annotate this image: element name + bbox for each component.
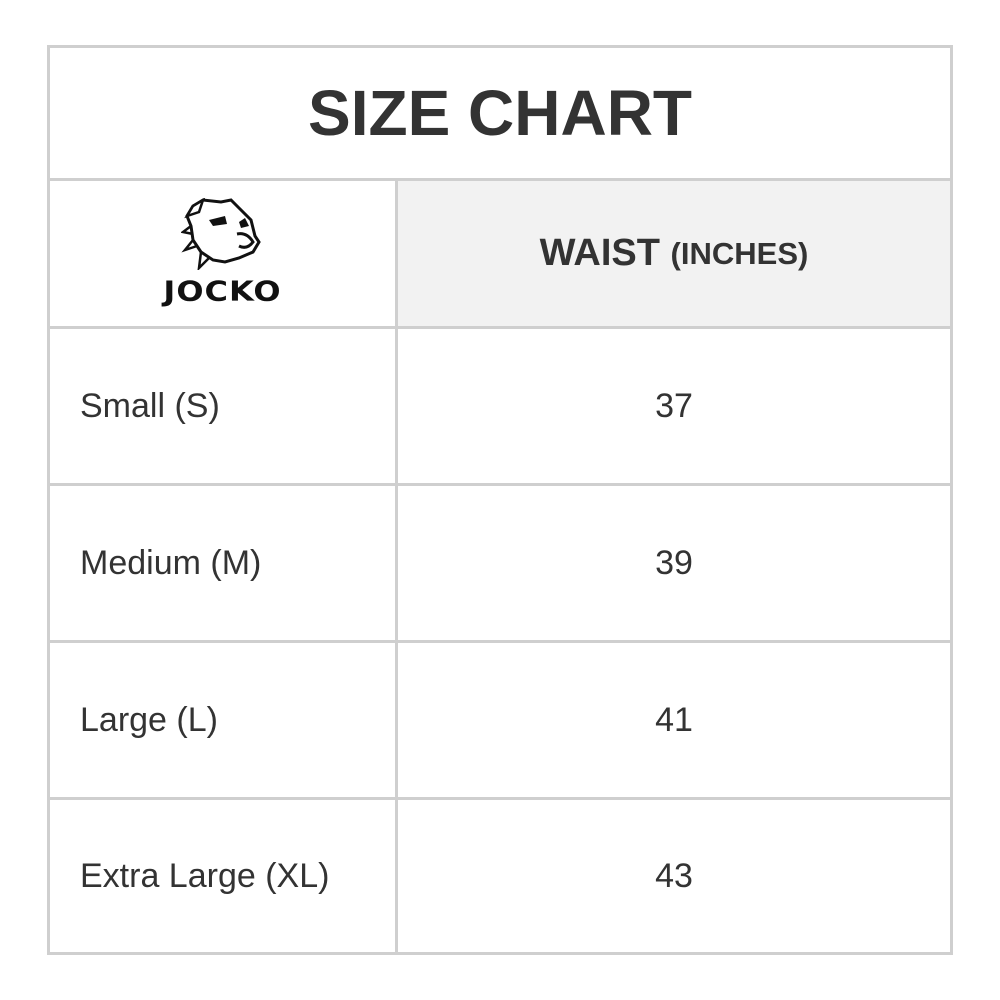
size-chart-table: SIZE CHART JOCKO WAIST (INCHES) Small (S…	[47, 45, 953, 955]
brand-name: JOCKO	[163, 274, 282, 307]
table-row: Large (L) 41	[50, 643, 950, 800]
unit-label: (INCHES)	[670, 235, 809, 271]
waist-cell: 43	[655, 856, 693, 895]
waist-header: WAIST (INCHES)	[398, 181, 950, 326]
measure-label: WAIST	[539, 232, 660, 274]
jocko-logo: JOCKO	[163, 197, 282, 310]
table-row: Medium (M) 39	[50, 486, 950, 643]
chart-title: SIZE CHART	[50, 48, 950, 181]
size-cell: Large (L)	[50, 643, 398, 797]
waist-cell: 37	[655, 386, 693, 425]
waist-cell: 39	[655, 543, 693, 582]
header-row: JOCKO WAIST (INCHES)	[50, 181, 950, 329]
size-cell: Extra Large (XL)	[50, 800, 398, 952]
size-cell: Medium (M)	[50, 486, 398, 640]
waist-cell: 41	[655, 700, 693, 739]
size-cell: Small (S)	[50, 329, 398, 483]
logo-cell: JOCKO	[50, 181, 398, 326]
table-row: Small (S) 37	[50, 329, 950, 486]
table-row: Extra Large (XL) 43	[50, 800, 950, 952]
bulldog-head-icon	[180, 197, 261, 270]
